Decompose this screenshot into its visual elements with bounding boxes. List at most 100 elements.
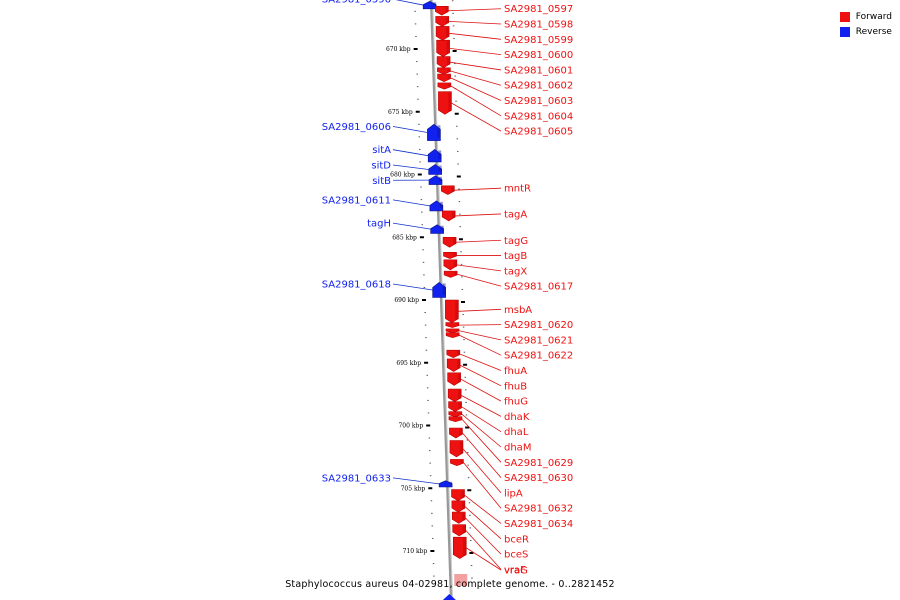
gene-arrow-fhuA[interactable] [446, 349, 461, 359]
major-tick-right [458, 238, 463, 241]
gene-label-tagX[interactable]: tagX [504, 266, 527, 277]
gene-label-bceR[interactable]: bceR [504, 534, 529, 545]
gene-label-fhuA[interactable]: fhuA [504, 366, 527, 377]
gene-label-dhaK[interactable]: dhaK [504, 412, 530, 423]
gene-arrow-sitB[interactable] [428, 175, 443, 185]
gene-label-SA2981_0622[interactable]: SA2981_0622 [504, 351, 573, 362]
gene-label-tagG[interactable]: tagG [504, 236, 528, 247]
gene-arrow-SA2981_0634[interactable] [451, 489, 465, 502]
leader-line [450, 61, 502, 71]
leader-line [395, 0, 424, 6]
leader-line [449, 32, 502, 40]
gene-arrow-dhaL[interactable] [448, 401, 462, 413]
gene-label-SA2981_0597[interactable]: SA2981_0597 [504, 4, 573, 15]
gene-label-sitA[interactable]: sitA [372, 145, 391, 156]
gene-arrow-SA2981_0618[interactable] [432, 282, 446, 298]
gene-label-SA2981_0617[interactable]: SA2981_0617 [504, 282, 573, 293]
gene-arrow-sitD[interactable] [428, 164, 442, 175]
gene-arrow-SA2981_0599[interactable] [435, 26, 450, 41]
gene-arrow-SA2981_0621[interactable] [445, 328, 460, 333]
gene-arrow-SA2981_0603[interactable] [437, 73, 451, 82]
gene-label-SA2981_0599[interactable]: SA2981_0599 [504, 35, 573, 46]
gene-label-SA2981_0596[interactable]: SA2981_0596 [322, 0, 391, 6]
gene-label-SA2981_0601[interactable]: SA2981_0601 [504, 65, 573, 76]
gene-label-dhaM[interactable]: dhaM [504, 442, 531, 453]
gene-label-SA2981_0611[interactable]: SA2981_0611 [322, 195, 391, 206]
gene-label-sitD[interactable]: sitD [371, 160, 391, 171]
gene-label-tagB[interactable]: tagB [504, 251, 527, 262]
gene-label-msbA[interactable]: msbA [504, 305, 532, 316]
gene-arrow-dhaK[interactable] [447, 388, 462, 403]
gene-label-tagH[interactable]: tagH [367, 219, 391, 230]
gene-arrow-sitA[interactable] [427, 149, 442, 163]
gene-label-mntR[interactable]: mntR [504, 184, 531, 195]
gene-arrow-tagB[interactable] [443, 252, 457, 259]
leader-line [392, 283, 433, 291]
gene-label-SA2981_0618[interactable]: SA2981_0618 [322, 279, 391, 290]
gene-arrow-bceR[interactable] [451, 500, 466, 513]
gene-label-SA2981_0634[interactable]: SA2981_0634 [504, 519, 573, 530]
gene-arrow-vraG[interactable] [452, 536, 467, 559]
gene-arrow-fhuB[interactable] [446, 358, 461, 372]
gene-label-SA2981_0606[interactable]: SA2981_0606 [322, 122, 391, 133]
gene-label-vraF[interactable]: vraF [504, 565, 526, 576]
gene-arrow-SA2981_0617[interactable] [443, 270, 458, 278]
gene-arrow-tagA[interactable] [441, 210, 456, 222]
gene-arrow-SA2981_0622[interactable] [445, 332, 460, 338]
leader-line [456, 264, 502, 272]
gene-arrow-SA2981_0630[interactable] [449, 427, 463, 439]
legend-forward-label: Forward [855, 11, 892, 22]
gene-arrow-SA2981_0598[interactable] [435, 16, 450, 27]
gene-label-SA2981_0629[interactable]: SA2981_0629 [504, 458, 573, 469]
gene-label-tagA[interactable]: tagA [504, 209, 527, 220]
gene-label-SA2981_0605[interactable]: SA2981_0605 [504, 127, 573, 138]
gene-arrow-SA2981_0605[interactable] [438, 91, 452, 115]
gene-arrow-bceS[interactable] [451, 511, 466, 524]
gene-label-vraG[interactable]: vraG [504, 566, 528, 577]
gene-shade [453, 253, 457, 256]
gene-label-dhaL[interactable]: dhaL [504, 427, 529, 438]
leader-line [450, 77, 502, 101]
gene-label-fhuB[interactable]: fhuB [504, 381, 527, 392]
gene-arrow-msbA[interactable] [445, 299, 459, 323]
gene-arrow-tagX[interactable] [443, 259, 458, 271]
gene-label-SA2981_0620[interactable]: SA2981_0620 [504, 320, 573, 331]
gene-arrow-SA2981_0600[interactable] [436, 39, 450, 57]
gene-arrow-SA2981_0611[interactable] [429, 200, 444, 212]
gene-arrow-tagH[interactable] [430, 224, 444, 234]
gene-label-sitB[interactable]: sitB [372, 176, 391, 187]
gene-arrow-SA2981_0629[interactable] [448, 416, 463, 423]
gene-arrow-tagG[interactable] [442, 236, 457, 248]
gene-label-SA2981_0632[interactable]: SA2981_0632 [504, 504, 573, 515]
gene-arrow-SA2981_0597[interactable] [435, 6, 449, 16]
gene-label-SA2981_0633[interactable]: SA2981_0633 [322, 473, 391, 484]
leader-line [457, 273, 502, 287]
gene-arrow-lipA[interactable] [449, 440, 464, 458]
gene-label-SA2981_0600[interactable]: SA2981_0600 [504, 50, 573, 61]
gene-arrow-SA2981_0632[interactable] [450, 459, 464, 466]
gene-label-bceS[interactable]: bceS [504, 550, 528, 561]
gene-arrow-SA2981_0604[interactable] [437, 82, 452, 90]
gene-label-SA2981_0598[interactable]: SA2981_0598 [504, 20, 573, 31]
tick-label: 700 kbp [398, 423, 423, 430]
gene-label-lipA[interactable]: lipA [504, 488, 523, 499]
gene-arrow-dhaM[interactable] [448, 411, 463, 418]
gene-arrow-mntR[interactable] [441, 185, 455, 195]
gene-arrow-fhuG[interactable] [447, 372, 461, 386]
major-tick [422, 299, 426, 301]
backbone-shadow [431, 0, 454, 600]
gene-arrow-SA2981_0601[interactable] [436, 56, 451, 69]
gene-arrow-SA2981_0602[interactable] [437, 67, 451, 75]
gene-label-SA2981_0602[interactable]: SA2981_0602 [504, 81, 573, 92]
gene-arrow-SA2981_0620[interactable] [445, 322, 460, 328]
gene-arrow-vraF[interactable] [452, 524, 466, 537]
major-tick-right [461, 301, 465, 303]
gene-label-SA2981_0630[interactable]: SA2981_0630 [504, 473, 573, 484]
gene-label-SA2981_0603[interactable]: SA2981_0603 [504, 96, 573, 107]
gene-label-SA2981_0604[interactable]: SA2981_0604 [504, 111, 573, 122]
gene-arrow-SA2981_0606[interactable] [427, 123, 441, 141]
gene-label-SA2981_0621[interactable]: SA2981_0621 [504, 335, 573, 346]
gene-label-fhuG[interactable]: fhuG [504, 397, 528, 408]
major-tick [428, 487, 433, 490]
gene-arrow-SA2981_0633[interactable] [438, 480, 453, 488]
